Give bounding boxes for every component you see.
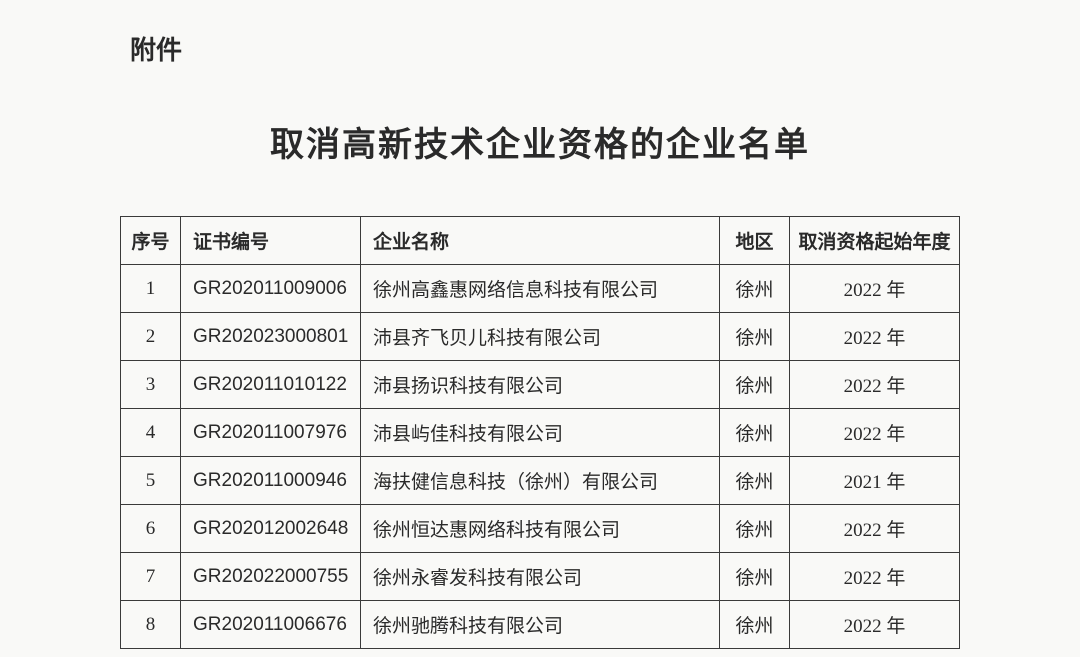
page-title: 取消高新技术企业资格的企业名单 bbox=[120, 117, 960, 166]
table-row: 6GR202012002648徐州恒达惠网络科技有限公司徐州2022 年 bbox=[121, 505, 960, 553]
cell-cert: GR202011007976 bbox=[181, 409, 361, 457]
cell-cert: GR202011010122 bbox=[181, 361, 361, 409]
cell-seq: 7 bbox=[121, 553, 181, 601]
cell-year: 2022 年 bbox=[790, 409, 960, 457]
cell-year: 2022 年 bbox=[790, 361, 960, 409]
table-row: 2GR202023000801沛县齐飞贝儿科技有限公司徐州2022 年 bbox=[121, 313, 960, 361]
cell-region: 徐州 bbox=[720, 553, 790, 601]
cell-cert: GR202022000755 bbox=[181, 553, 361, 601]
cell-cert: GR202012002648 bbox=[181, 505, 361, 553]
cell-name: 海扶健信息科技（徐州）有限公司 bbox=[361, 457, 720, 505]
cell-seq: 5 bbox=[121, 457, 181, 505]
header-year: 取消资格起始年度 bbox=[790, 217, 960, 265]
table-row: 3GR202011010122沛县扬识科技有限公司徐州2022 年 bbox=[121, 361, 960, 409]
table-row: 5GR202011000946海扶健信息科技（徐州）有限公司徐州2021 年 bbox=[121, 457, 960, 505]
cell-name: 徐州恒达惠网络科技有限公司 bbox=[361, 505, 720, 553]
cell-year: 2022 年 bbox=[790, 553, 960, 601]
cell-year: 2021 年 bbox=[790, 457, 960, 505]
cell-name: 徐州高鑫惠网络信息科技有限公司 bbox=[361, 265, 720, 313]
cell-seq: 6 bbox=[121, 505, 181, 553]
header-seq: 序号 bbox=[121, 217, 181, 265]
company-table: 序号 证书编号 企业名称 地区 取消资格起始年度 1GR202011009006… bbox=[120, 216, 960, 649]
table-row: 4GR202011007976沛县屿佳科技有限公司徐州2022 年 bbox=[121, 409, 960, 457]
cell-region: 徐州 bbox=[720, 313, 790, 361]
cell-seq: 8 bbox=[121, 601, 181, 649]
cell-region: 徐州 bbox=[720, 265, 790, 313]
cell-seq: 2 bbox=[121, 313, 181, 361]
header-cert: 证书编号 bbox=[181, 217, 361, 265]
cell-year: 2022 年 bbox=[790, 265, 960, 313]
cell-cert: GR202011006676 bbox=[181, 601, 361, 649]
cell-seq: 1 bbox=[121, 265, 181, 313]
header-region: 地区 bbox=[720, 217, 790, 265]
cell-name: 徐州永睿发科技有限公司 bbox=[361, 553, 720, 601]
cell-region: 徐州 bbox=[720, 457, 790, 505]
cell-region: 徐州 bbox=[720, 601, 790, 649]
cell-name: 沛县扬识科技有限公司 bbox=[361, 361, 720, 409]
table-row: 1GR202011009006徐州高鑫惠网络信息科技有限公司徐州2022 年 bbox=[121, 265, 960, 313]
cell-name: 沛县屿佳科技有限公司 bbox=[361, 409, 720, 457]
cell-cert: GR202023000801 bbox=[181, 313, 361, 361]
cell-region: 徐州 bbox=[720, 361, 790, 409]
cell-year: 2022 年 bbox=[790, 505, 960, 553]
cell-region: 徐州 bbox=[720, 409, 790, 457]
table-row: 8GR202011006676徐州驰腾科技有限公司徐州2022 年 bbox=[121, 601, 960, 649]
header-name: 企业名称 bbox=[361, 217, 720, 265]
attachment-label: 附件 bbox=[130, 30, 960, 67]
table-row: 7GR202022000755徐州永睿发科技有限公司徐州2022 年 bbox=[121, 553, 960, 601]
cell-year: 2022 年 bbox=[790, 601, 960, 649]
cell-seq: 3 bbox=[121, 361, 181, 409]
cell-cert: GR202011000946 bbox=[181, 457, 361, 505]
cell-year: 2022 年 bbox=[790, 313, 960, 361]
cell-name: 徐州驰腾科技有限公司 bbox=[361, 601, 720, 649]
cell-seq: 4 bbox=[121, 409, 181, 457]
cell-region: 徐州 bbox=[720, 505, 790, 553]
cell-cert: GR202011009006 bbox=[181, 265, 361, 313]
table-header-row: 序号 证书编号 企业名称 地区 取消资格起始年度 bbox=[121, 217, 960, 265]
cell-name: 沛县齐飞贝儿科技有限公司 bbox=[361, 313, 720, 361]
